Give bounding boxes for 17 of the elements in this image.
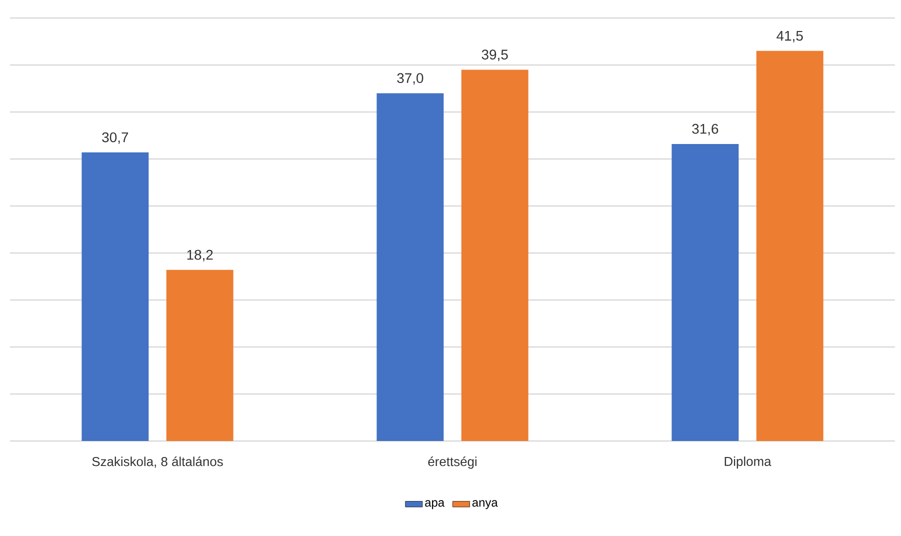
bar (166, 270, 234, 441)
legend-label: apa (425, 500, 445, 510)
data-label: 41,5 (776, 31, 803, 42)
bar (756, 50, 824, 441)
data-label: 39,5 (482, 50, 508, 62)
legend-label: anya (472, 500, 498, 510)
x-tick-label: Szakiskola, 8 általános (92, 456, 223, 468)
data-label: 18,2 (187, 250, 213, 262)
data-label: 30,7 (102, 132, 128, 144)
data-label: 37,0 (397, 73, 424, 85)
data-label: 31,6 (692, 124, 718, 136)
bar (82, 152, 149, 441)
bar (461, 70, 528, 441)
x-tick-label: érettségi (428, 456, 476, 469)
bar (672, 144, 739, 441)
x-tick-label: Diploma (724, 456, 772, 469)
bar (376, 93, 444, 441)
